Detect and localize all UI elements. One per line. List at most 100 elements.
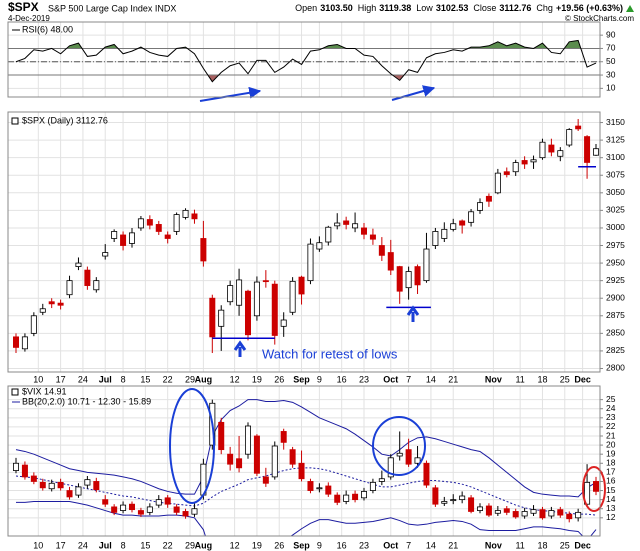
legend: $SPX (Daily) 3112.76 (22, 115, 108, 125)
candle-body (539, 141, 546, 159)
candle-body (120, 234, 127, 246)
candle-body (316, 242, 323, 250)
arrow (199, 86, 262, 102)
candle-body (396, 266, 403, 292)
candle-body (218, 421, 225, 451)
candle-body (75, 262, 82, 267)
candle-body (503, 508, 510, 513)
legend: BB(20,2.0) 10.71 - 12.30 - 15.89 (22, 396, 151, 406)
y-tick-label: 22 (606, 421, 616, 431)
bollinger-upper (15, 399, 597, 498)
candle-body (182, 209, 189, 218)
panel-frame (7, 21, 601, 98)
candle-body (191, 508, 198, 515)
y-tick-label: 3125 (606, 134, 625, 144)
x-tick-label: 25 (560, 374, 570, 384)
candle-body (173, 506, 180, 513)
candle-body (459, 495, 466, 501)
candle-body (566, 129, 573, 146)
candle-body (200, 238, 207, 262)
x-tick-label: 12 (230, 540, 240, 550)
candle-body (244, 425, 251, 455)
y-tick-label: 23 (606, 412, 616, 422)
quote-value: +19.56 (+0.63%) (556, 3, 623, 13)
y-tick-label: 2800 (606, 363, 625, 373)
candle-body (441, 228, 448, 239)
candle-body (521, 511, 528, 517)
y-tick-label: 14 (606, 494, 616, 504)
candle-body (334, 222, 341, 227)
candle-body (289, 280, 296, 313)
candle-body (468, 211, 475, 223)
x-tick-label: 12 (230, 374, 240, 384)
candle-body (396, 452, 403, 457)
x-tick-label: 26 (274, 540, 284, 550)
candle-body (459, 220, 466, 226)
x-tick-label: 15 (140, 374, 150, 384)
x-tick-label: 17 (56, 374, 66, 384)
candle-body (66, 280, 73, 296)
candle-body (128, 503, 135, 511)
candle-body (93, 280, 100, 291)
x-tick-label: Oct (383, 374, 398, 384)
y-tick-label: 2975 (606, 240, 625, 250)
candle-body (57, 302, 64, 306)
credit: © StockCharts.com (565, 14, 634, 23)
y-tick-label: 2825 (606, 345, 625, 355)
quote-label: High (358, 3, 377, 13)
x-tick-label: 25 (560, 540, 570, 550)
candle-body (102, 252, 109, 257)
candle-body (360, 227, 367, 235)
y-tick-label: 10 (606, 83, 616, 93)
y-tick-label: 3100 (606, 152, 625, 162)
up-arrow (233, 340, 247, 357)
x-tick-label: 19 (252, 540, 262, 550)
x-tick-label: 14 (426, 374, 436, 384)
candle-body (262, 280, 269, 283)
candle-body (343, 494, 350, 502)
candle-body (262, 476, 269, 484)
candle-body (218, 309, 225, 327)
x-tick-label: 21 (448, 374, 458, 384)
y-tick-label: 50 (606, 56, 616, 66)
y-tick-label: 13 (606, 503, 616, 513)
x-tick-label: 23 (359, 374, 369, 384)
candle-body (280, 431, 287, 443)
x-tick-label: Nov (485, 540, 502, 550)
text-layer: $SPX S&P 500 Large Cap Index INDX 4-Dec-… (8, 0, 634, 406)
annotations (169, 85, 606, 512)
candle-body (316, 487, 323, 490)
candle-body (48, 301, 55, 305)
candle-body (450, 499, 457, 502)
candle-body (39, 481, 46, 489)
candle-body (253, 281, 260, 317)
candle-body (253, 435, 260, 474)
x-tick-label: 11 (515, 540, 524, 550)
candle-body (352, 223, 359, 229)
quote-value: 3119.38 (379, 3, 411, 13)
candle-body (21, 464, 28, 478)
y-tick-label: 20 (606, 439, 616, 449)
symbol-name: S&P 500 Large Cap Index INDX (48, 3, 176, 13)
x-tick-label: 15 (140, 540, 150, 550)
bollinger-middle (15, 467, 597, 516)
candle-body (369, 481, 376, 491)
x-tick-label: 9 (317, 374, 322, 384)
x-tick-label: 29 (185, 374, 195, 384)
candle-body (155, 224, 162, 232)
candle-body (102, 499, 109, 505)
y-tick-label: 2900 (606, 292, 625, 302)
x-tick-label: 18 (537, 540, 547, 550)
candle-body (360, 491, 367, 499)
candle-body (414, 266, 421, 286)
candle-body (485, 505, 492, 516)
x-tick-label: 14 (426, 540, 436, 550)
grid-layer: 10 17 24 Jul 8 15 22 29 Aug 12 19 26 Sep 9 16 23 Oct 7 14 2… (8, 22, 625, 550)
quote: Open 3103.50 High 3119.38 Low 3102.53 Close 311… (295, 3, 623, 13)
candle-body (432, 487, 439, 505)
x-tick-label: 21 (448, 540, 458, 550)
bollinger-lower (16, 500, 597, 536)
candle-body (423, 462, 430, 486)
highlight-ellipse (582, 466, 606, 512)
